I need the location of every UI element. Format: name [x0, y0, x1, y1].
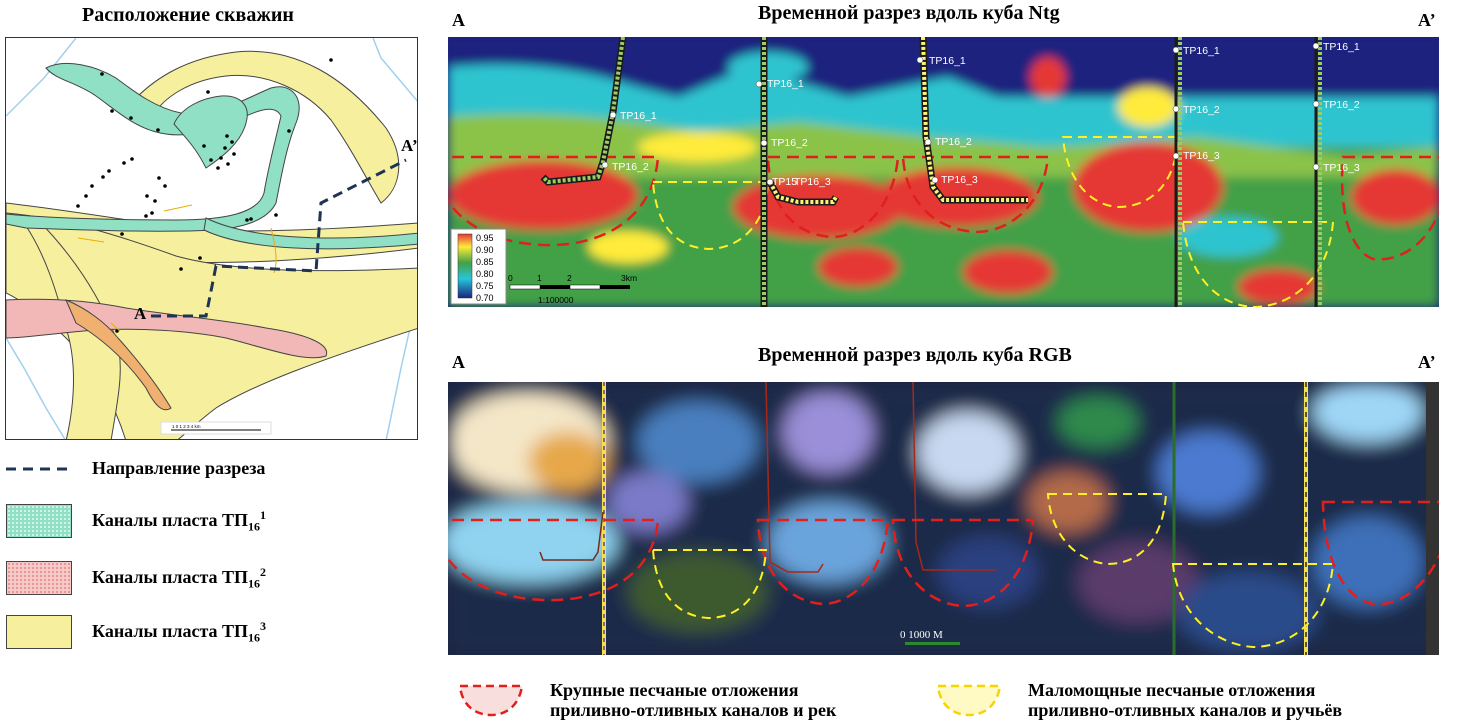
legend-tp16-3: Каналы пласта ТП163	[6, 615, 266, 649]
legend-tp16-1: Каналы пласта ТП161	[6, 504, 266, 538]
ntg-section: TP16_1 TP16_2 TP16_1 TP16_2 TP15 TP16_3 …	[448, 37, 1439, 307]
svg-text:0.70: 0.70	[476, 293, 494, 303]
svg-text:0.85: 0.85	[476, 257, 494, 267]
svg-text:1:100000: 1:100000	[538, 295, 574, 305]
svg-text:3km: 3km	[621, 273, 637, 283]
svg-text:0.80: 0.80	[476, 269, 494, 279]
well-labels: TP16_1 TP16_2 TP16_1 TP16_2 TP15 TP16_3 …	[612, 41, 1360, 188]
ntg-scale-bar: 0 1 2 3km 1:100000	[508, 273, 637, 305]
well-trajectories	[77, 204, 193, 332]
rgb-attribute-field	[448, 382, 1439, 655]
pink-swatch	[6, 561, 72, 595]
map-label-a2: A’	[401, 136, 418, 155]
svg-text:2: 2	[567, 273, 572, 283]
svg-text:TP16_2: TP16_2	[612, 161, 649, 173]
map-scale-bar: 1 0 1 2 3 4 km	[160, 421, 272, 435]
svg-text:TP16_2: TP16_2	[771, 137, 808, 149]
well-points	[76, 58, 333, 333]
svg-text:TP16_2: TP16_2	[1323, 99, 1360, 111]
rgb-label-a: A	[452, 352, 465, 372]
svg-text:TP16_1: TP16_1	[1183, 45, 1220, 57]
svg-text:0.95: 0.95	[476, 233, 494, 243]
rgb-thin-channel-outlines	[651, 493, 1335, 649]
legend-dash-label: Направление разреза	[92, 458, 266, 478]
svg-text:TP16_3: TP16_3	[794, 176, 831, 188]
svg-text:0.75: 0.75	[476, 281, 494, 291]
dashed-line-icon	[6, 467, 72, 470]
rgb-well-logs	[539, 382, 1308, 655]
legend-thin-line2: приливно-отливных каналов и ручьёв	[1028, 700, 1343, 720]
svg-text:0.90: 0.90	[476, 245, 494, 255]
green-swatch	[6, 504, 72, 538]
rgb-section-title: Временной разрез вдоль куба RGB	[758, 344, 1072, 366]
ntg-attribute-field	[448, 37, 1439, 307]
well-location-map: A A’ 1 0 1 2 3 4 km	[5, 37, 418, 440]
rgb-section: 0 1000 M	[448, 382, 1439, 655]
svg-text:1 0 1 2 3 4 km: 1 0 1 2 3 4 km	[172, 424, 201, 429]
svg-text:TP15: TP15	[772, 176, 797, 188]
svg-text:1: 1	[537, 273, 542, 283]
well-markers	[601, 42, 1320, 186]
rgb-label-a2: A’	[1418, 352, 1436, 372]
svg-text:TP16_1: TP16_1	[620, 110, 657, 122]
legend-large-line1: Крупные песчаные отложения	[550, 680, 799, 700]
svg-text:0 1000 M: 0 1000 M	[900, 629, 943, 641]
yellow-dashed-outline-icon	[936, 684, 1002, 717]
svg-text:TP16_1: TP16_1	[929, 55, 966, 67]
svg-text:TP16_1: TP16_1	[767, 78, 804, 90]
svg-text:TP16_3: TP16_3	[1183, 150, 1220, 162]
svg-text:TP16_3: TP16_3	[1323, 162, 1360, 174]
legend-pink-label: Каналы пласта ТП	[92, 566, 249, 587]
well-logs	[540, 37, 1322, 307]
legend-green-label: Каналы пласта ТП	[92, 509, 249, 530]
legend-thin-line1: Маломощные песчаные отложения	[1028, 680, 1316, 700]
legend-yellow-label: Каналы пласта ТП	[92, 620, 249, 641]
rgb-edge-strip	[1426, 382, 1439, 655]
tp16-2-channels	[6, 298, 328, 411]
ntg-section-title: Временной разрез вдоль куба Ntg	[758, 2, 1060, 24]
legend-thin-channels: Маломощные песчаные отложения приливно-о…	[934, 680, 1342, 720]
svg-text:TP16_2: TP16_2	[935, 136, 972, 148]
legend-section-line: Направление разреза	[6, 458, 265, 479]
map-label-a: A	[134, 304, 147, 323]
rgb-scale-bar: 0 1000 M	[900, 629, 960, 645]
legend-tp16-2: Каналы пласта ТП162	[6, 561, 266, 595]
rgb-large-channel-outlines	[448, 500, 1439, 608]
svg-text:TP16_3: TP16_3	[941, 174, 978, 186]
legend-large-line2: приливно-отливных каналов и рек	[550, 700, 837, 720]
svg-text:TP16_1: TP16_1	[1323, 41, 1360, 53]
svg-text:0: 0	[508, 273, 513, 283]
tp16-1-channels	[6, 62, 417, 250]
red-dashed-outline-icon	[458, 684, 524, 717]
ntg-colorbar: 0.95 0.90 0.85 0.80 0.75 0.70	[450, 228, 507, 305]
legend-large-channels: Крупные песчаные отложения приливно-отли…	[456, 680, 836, 720]
map-title: Расположение скважин	[82, 4, 294, 26]
ntg-label-a: A	[452, 10, 465, 30]
ntg-label-a2: A’	[1418, 10, 1436, 30]
section-line	[151, 158, 407, 318]
svg-text:TP16_2: TP16_2	[1183, 104, 1220, 116]
yellow-swatch	[6, 615, 72, 649]
